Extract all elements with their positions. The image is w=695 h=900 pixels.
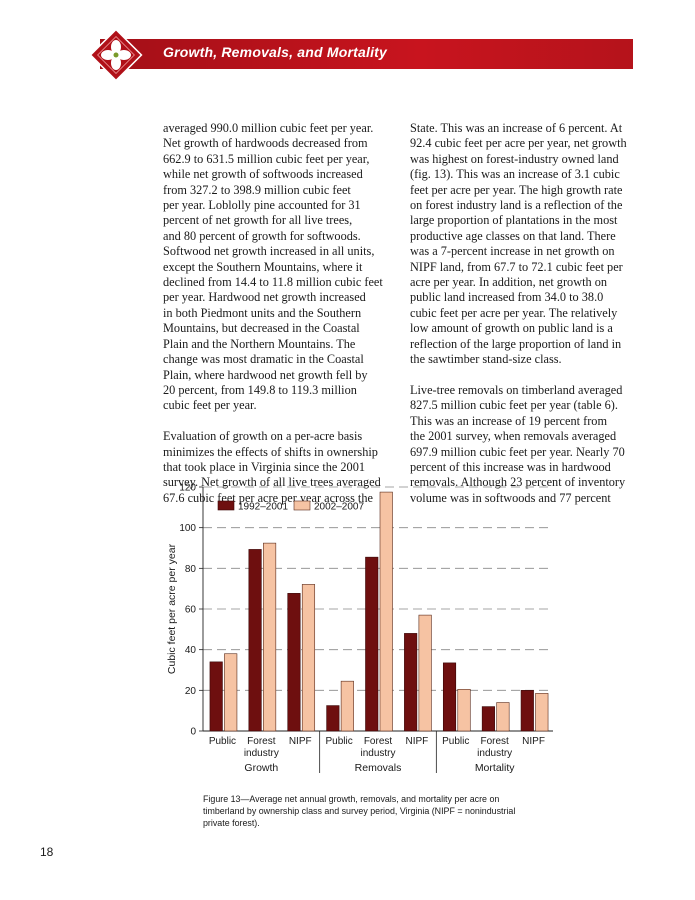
caption-text: Figure 13—Average net annual growth, rem…: [203, 794, 516, 828]
bar-2002-2007: [379, 491, 393, 732]
bar-2002-2007: [301, 584, 316, 732]
legend-swatch-1992-2001: [217, 500, 235, 511]
dogwood-flower-logo-icon: [89, 28, 143, 82]
bar-2002-2007: [224, 653, 238, 732]
text-column-left: averaged 990.0 million cubic feet per ye…: [163, 121, 403, 522]
x-tick-label: industry: [477, 748, 512, 759]
text-column-right: State. This was an increase of 6 percent…: [410, 121, 648, 522]
bar-1992-2001: [481, 706, 495, 732]
paragraph: Live-tree removals on timberland average…: [410, 382, 626, 505]
y-tick-label: 40: [185, 645, 197, 656]
bar-1992-2001: [248, 549, 262, 732]
legend-label: 2002–2007: [314, 502, 364, 513]
y-tick-label: 120: [179, 483, 196, 494]
bar-1992-2001: [442, 662, 457, 732]
bar-2002-2007: [457, 689, 471, 732]
y-tick-label: 80: [185, 564, 197, 575]
x-tick-label: Forest: [364, 736, 393, 747]
bar-2002-2007: [340, 680, 354, 732]
legend-label: 1992–2001: [238, 502, 288, 513]
section-header-band: [100, 39, 633, 69]
bar-2002-2007: [496, 702, 510, 732]
x-tick-label: industry: [244, 748, 279, 759]
bar-1992-2001: [520, 690, 534, 732]
x-tick-label: NIPF: [405, 736, 428, 747]
group-label: Mortality: [475, 762, 515, 774]
x-tick-label: NIPF: [289, 736, 312, 747]
y-tick-label: 60: [185, 605, 197, 616]
y-axis-label: Cubic feet per acre per year: [166, 543, 178, 674]
page-number: 18: [40, 845, 54, 859]
x-tick-label: Forest: [480, 736, 509, 747]
bar-1992-2001: [365, 556, 379, 732]
bar-2002-2007: [535, 693, 549, 732]
bar-2002-2007: [418, 614, 432, 732]
bar-1992-2001: [287, 593, 301, 732]
y-tick-label: 0: [190, 727, 196, 738]
x-tick-label: Public: [325, 736, 352, 747]
x-tick-label: NIPF: [522, 736, 545, 747]
section-title: Growth, Removals, and Mortality: [163, 44, 388, 60]
bar-2002-2007: [263, 542, 277, 732]
y-tick-label: 100: [179, 523, 196, 534]
bar-1992-2001: [404, 633, 418, 732]
paragraph: Evaluation of growth on a per-acre basis…: [163, 429, 381, 505]
bar-1992-2001: [326, 705, 340, 732]
paragraph: State. This was an increase of 6 percent…: [410, 121, 627, 367]
legend-swatch-2002-2007: [293, 500, 311, 511]
bar-1992-2001: [209, 661, 223, 732]
x-tick-label: Public: [442, 736, 469, 747]
bar-chart: 0 20 40 60 80 100 120 Cubic feet per acre per y…: [166, 483, 553, 774]
x-tick-label: industry: [360, 748, 395, 759]
figure-caption: Figure 13—Average net annual growth, rem…: [203, 794, 583, 829]
paragraph: averaged 990.0 million cubic feet per ye…: [163, 121, 383, 413]
group-label: Removals: [355, 762, 402, 774]
x-tick-label: Public: [209, 736, 236, 747]
x-tick-label: Forest: [247, 736, 276, 747]
y-tick-label: 20: [185, 686, 197, 697]
group-label: Growth: [244, 762, 278, 774]
